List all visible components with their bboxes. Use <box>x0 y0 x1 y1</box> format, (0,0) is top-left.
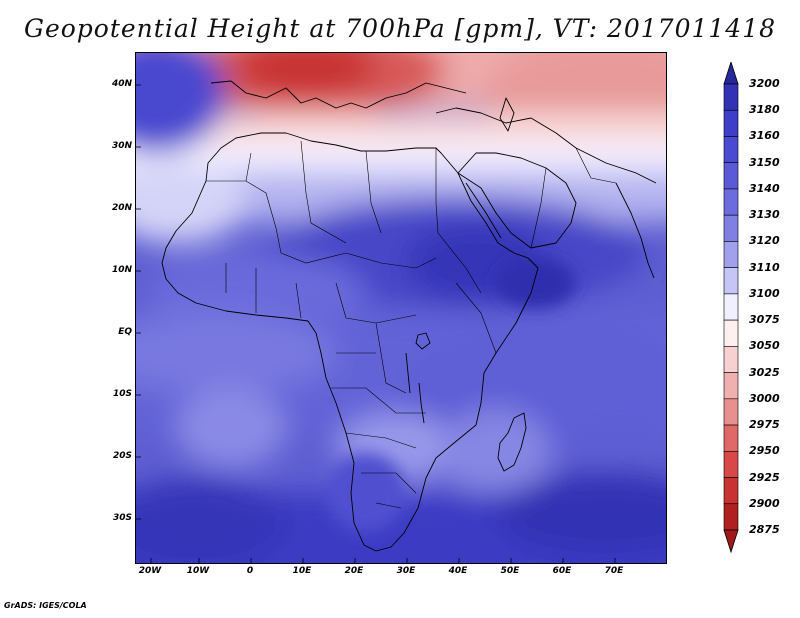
colorbar-swatch <box>723 372 739 400</box>
frame-ticks <box>136 84 616 563</box>
country-borders <box>206 140 617 509</box>
coastlines <box>161 80 657 552</box>
colorbar-label: 3120 <box>749 234 780 248</box>
colorbar-label: 2975 <box>749 418 780 432</box>
colorbar-swatch <box>723 319 739 347</box>
colorbar-swatch <box>723 136 739 164</box>
height-shading <box>136 53 666 563</box>
colorbar-swatch <box>723 424 739 452</box>
colorbar-swatch <box>723 346 739 373</box>
colorbar-bottom-arrow <box>723 529 739 554</box>
colorbar-top-arrow <box>723 62 739 85</box>
colorbar-swatch <box>723 241 739 268</box>
colorbar-label: 2900 <box>749 496 780 510</box>
lat-label-10n: 10N <box>111 265 132 275</box>
colorbar-label: 3050 <box>749 339 780 353</box>
lon-label-70e: 70E <box>604 566 624 576</box>
lat-label-30n: 30N <box>111 141 132 151</box>
lat-label-20n: 20N <box>111 203 132 213</box>
lon-label-40e: 40E <box>448 566 468 576</box>
colorbar-swatch <box>723 398 739 426</box>
colorbar-label: 3180 <box>749 103 780 117</box>
lat-label-10s: 10S <box>112 389 132 399</box>
lon-label-10e: 10E <box>292 566 312 576</box>
colorbar-swatch <box>723 267 739 295</box>
colorbar-swatch <box>723 83 739 111</box>
colorbar-label: 3075 <box>749 313 780 327</box>
colorbar-swatch <box>723 503 739 531</box>
lon-label-50e: 50E <box>500 566 520 576</box>
colorbar-label: 3110 <box>749 260 780 274</box>
lon-label-30e: 30E <box>396 566 416 576</box>
colorbar-swatch <box>723 188 739 216</box>
lon-label-10w: 10W <box>186 566 210 576</box>
colorbar-label: 3160 <box>749 129 780 143</box>
map-title: Geopotential Height at 700hPa [gpm], VT:… <box>23 14 777 43</box>
colorbar-label: 2875 <box>749 523 780 536</box>
lat-label-30s: 30S <box>112 513 132 523</box>
grads-credit: GrADS: IGES/COLA <box>4 601 87 610</box>
colorbar-swatch <box>723 293 739 321</box>
lon-label-20w: 20W <box>138 566 162 576</box>
lon-label-0: 0 <box>246 566 254 576</box>
lat-label-40n: 40N <box>111 79 132 89</box>
lon-label-20e: 20E <box>344 566 364 576</box>
colorbar <box>723 62 739 554</box>
lat-label-eq: EQ <box>118 327 132 337</box>
colorbar-label: 3000 <box>749 391 780 405</box>
map-panel <box>135 52 667 564</box>
colorbar-label: 3150 <box>749 155 780 169</box>
colorbar-swatch <box>723 162 739 190</box>
colorbar-label: 2950 <box>749 444 780 458</box>
lon-label-60e: 60E <box>552 566 572 576</box>
colorbar-label: 3025 <box>749 365 780 379</box>
colorbar-label: 3130 <box>749 208 780 222</box>
colorbar-label: 3100 <box>749 286 780 300</box>
lat-label-20s: 20S <box>112 451 132 461</box>
colorbar-swatch <box>723 214 739 242</box>
colorbar-label: 3200 <box>749 77 780 90</box>
colorbar-swatch <box>723 477 739 505</box>
colorbar-swatch <box>723 109 739 137</box>
colorbar-label: 3140 <box>749 181 780 195</box>
colorbar-swatch <box>723 450 739 478</box>
colorbar-label: 2925 <box>749 470 780 484</box>
